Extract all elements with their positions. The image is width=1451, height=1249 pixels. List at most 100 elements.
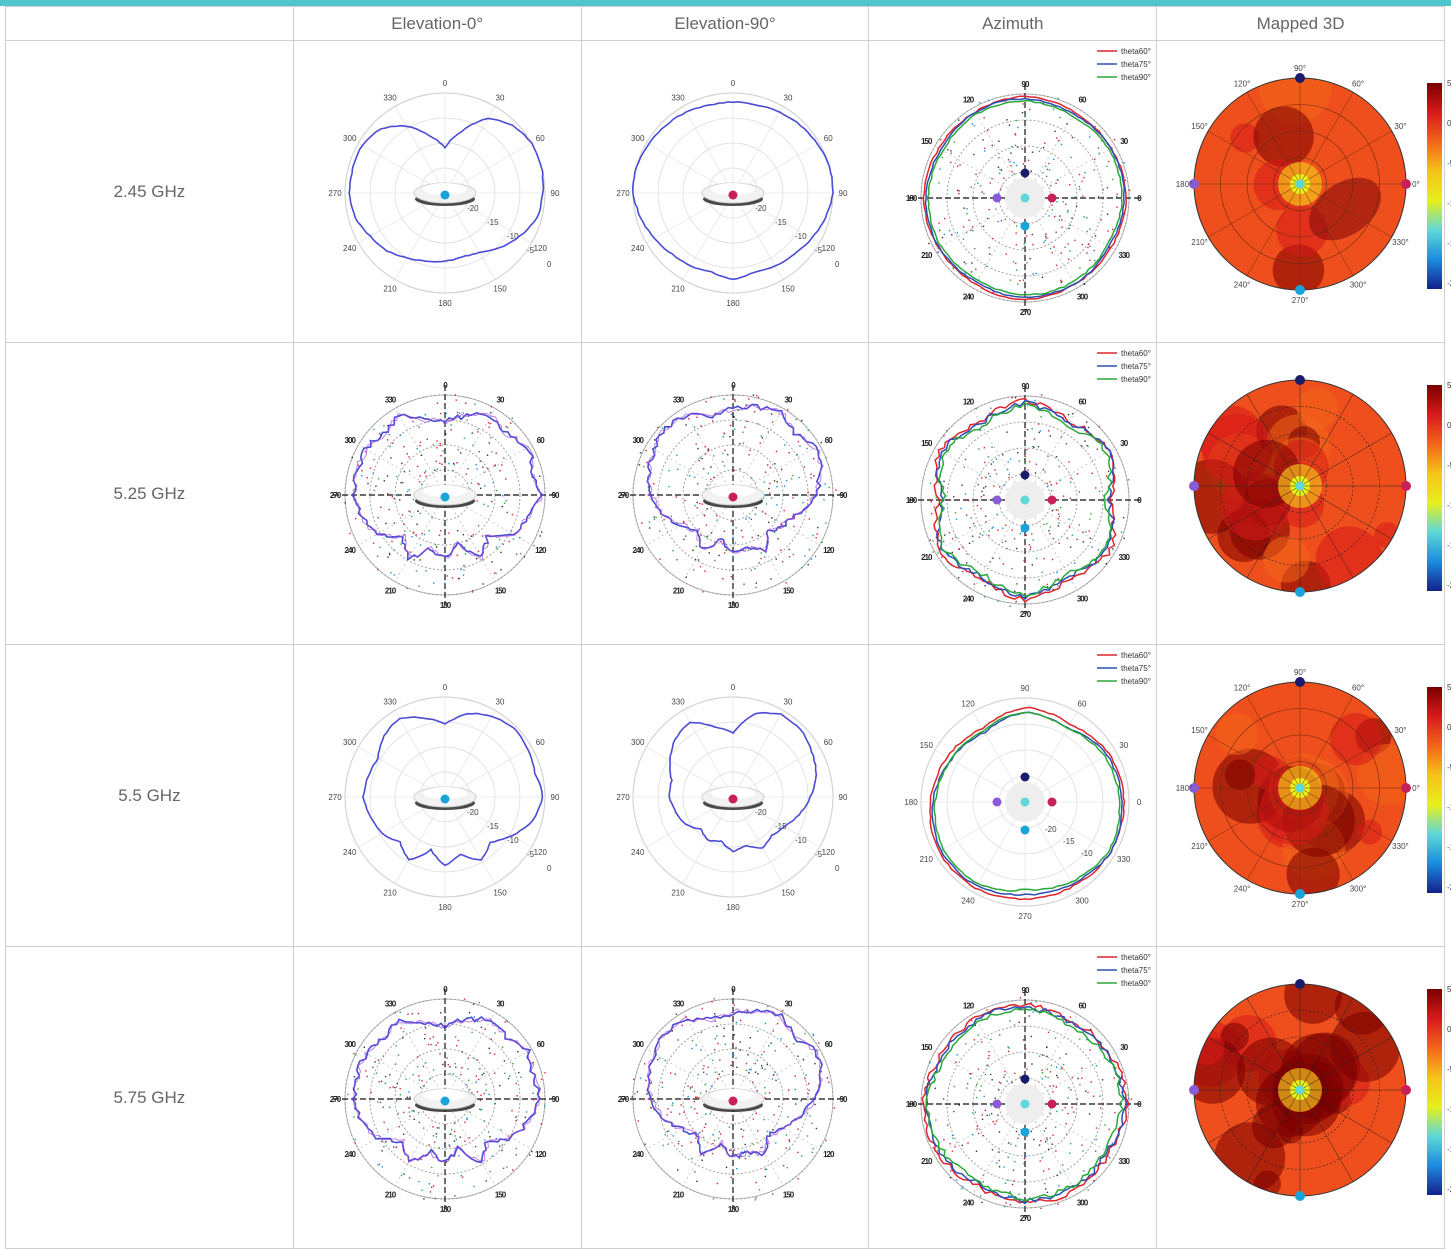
noise-dot: [796, 1151, 799, 1154]
radial-tick-label: -20: [1045, 825, 1057, 834]
noise-dot: [1008, 1047, 1011, 1049]
noise-dot: [986, 1114, 989, 1117]
noise-dot: [1089, 518, 1091, 520]
noise-dot: [496, 547, 499, 550]
noise-dot: [403, 530, 406, 532]
noise-dot: [481, 535, 484, 537]
noise-dot: [1024, 243, 1026, 245]
noise-dot: [731, 1042, 734, 1045]
noise-dot: [1044, 1182, 1046, 1185]
angle-tick-label: 210: [920, 855, 934, 864]
noise-dot: [1056, 1074, 1058, 1077]
noise-dot: [468, 1012, 471, 1014]
noise-dot: [709, 478, 712, 481]
noise-dot: [709, 396, 712, 398]
noise-dot: [1006, 1080, 1009, 1082]
noise-dot: [712, 455, 714, 457]
noise-dot: [505, 499, 507, 502]
noise-dot: [992, 1149, 994, 1151]
noise-dot: [418, 1180, 420, 1183]
noise-dot: [1026, 1068, 1028, 1070]
noise-dot: [992, 1120, 995, 1123]
noise-dot: [1067, 211, 1069, 213]
noise-dot: [462, 412, 464, 414]
noise-dot: [1043, 523, 1046, 526]
noise-dot: [1009, 160, 1012, 163]
noise-dot: [956, 518, 958, 520]
noise-dot: [775, 485, 778, 488]
noise-dot: [454, 1135, 456, 1137]
noise-dot: [982, 139, 985, 141]
noise-dot: [653, 1050, 655, 1052]
noise-dot: [441, 1063, 444, 1066]
noise-dot: [702, 1154, 705, 1157]
angle-tick-label: 210°: [1191, 238, 1208, 247]
noise-dot: [1057, 179, 1059, 181]
frequency-label: 5.25 GHz: [5, 342, 294, 645]
noise-dot: [656, 426, 659, 429]
noise-dot: [777, 1105, 780, 1108]
noise-dot: [512, 538, 514, 540]
noise-dot: [707, 448, 709, 450]
noise-dot: [367, 482, 369, 485]
grid-spoke: [973, 1013, 1026, 1105]
noise-dot: [1005, 524, 1007, 526]
noise-dot: [411, 536, 413, 538]
noise-dot: [1025, 455, 1027, 458]
noise-dot: [745, 404, 747, 406]
colorbar-tick-label: 5: [1447, 985, 1451, 994]
noise-dot: [1016, 225, 1018, 227]
heatmap-blob: [1214, 1122, 1286, 1194]
noise-dot: [772, 1030, 774, 1032]
noise-dot: [742, 1129, 744, 1132]
noise-dot: [767, 1045, 770, 1047]
noise-dot: [1058, 140, 1060, 142]
noise-dot: [1044, 471, 1047, 473]
noise-dot: [477, 550, 480, 552]
noise-dot: [441, 463, 443, 465]
noise-dot: [760, 1065, 762, 1067]
noise-dot: [998, 166, 1000, 168]
noise-dot: [1005, 540, 1007, 543]
noise-dot: [985, 515, 987, 517]
noise-dot: [966, 212, 969, 215]
noise-dot: [432, 1135, 434, 1137]
noise-dot: [1083, 283, 1086, 285]
noise-dot: [1034, 399, 1037, 402]
marker-dot-magenta: [1401, 1085, 1412, 1095]
noise-dot: [1081, 445, 1083, 447]
noise-dot: [1046, 482, 1049, 485]
noise-dot: [460, 1067, 463, 1069]
noise-dot: [495, 572, 497, 575]
noise-dot: [702, 513, 705, 516]
radial-tick-label: -10: [795, 836, 807, 845]
noise-dot: [354, 1054, 357, 1056]
noise-dot: [1052, 588, 1055, 591]
noise-dot: [1019, 279, 1022, 282]
noise-dot: [737, 409, 739, 412]
noise-dot: [411, 1110, 413, 1112]
noise-dot: [457, 448, 459, 451]
noise-dot: [531, 476, 533, 479]
noise-dot: [946, 430, 949, 432]
grid-spoke: [732, 494, 783, 582]
mapped-3d-cell: 50-5-10-15-20: [1156, 342, 1451, 645]
noise-dot: [974, 583, 976, 585]
noise-dot: [817, 1042, 820, 1044]
angle-tick-label: 60: [1079, 1001, 1087, 1010]
noise-dot: [760, 552, 762, 554]
noise-dot: [987, 217, 989, 220]
noise-dot: [408, 510, 410, 512]
noise-dot: [967, 1082, 969, 1085]
noise-dot: [1088, 530, 1091, 532]
polar-plot: 0306090120150180210240270300330-20-15-10…: [616, 683, 848, 912]
noise-dot: [988, 534, 990, 537]
noise-dot: [456, 411, 459, 414]
grid-spoke: [394, 796, 446, 884]
noise-dot: [1014, 1161, 1016, 1163]
noise-dot: [519, 552, 522, 555]
noise-dot: [472, 444, 474, 446]
noise-dot: [950, 152, 953, 154]
noise-dot: [431, 1126, 434, 1128]
noise-dot: [937, 1150, 939, 1152]
